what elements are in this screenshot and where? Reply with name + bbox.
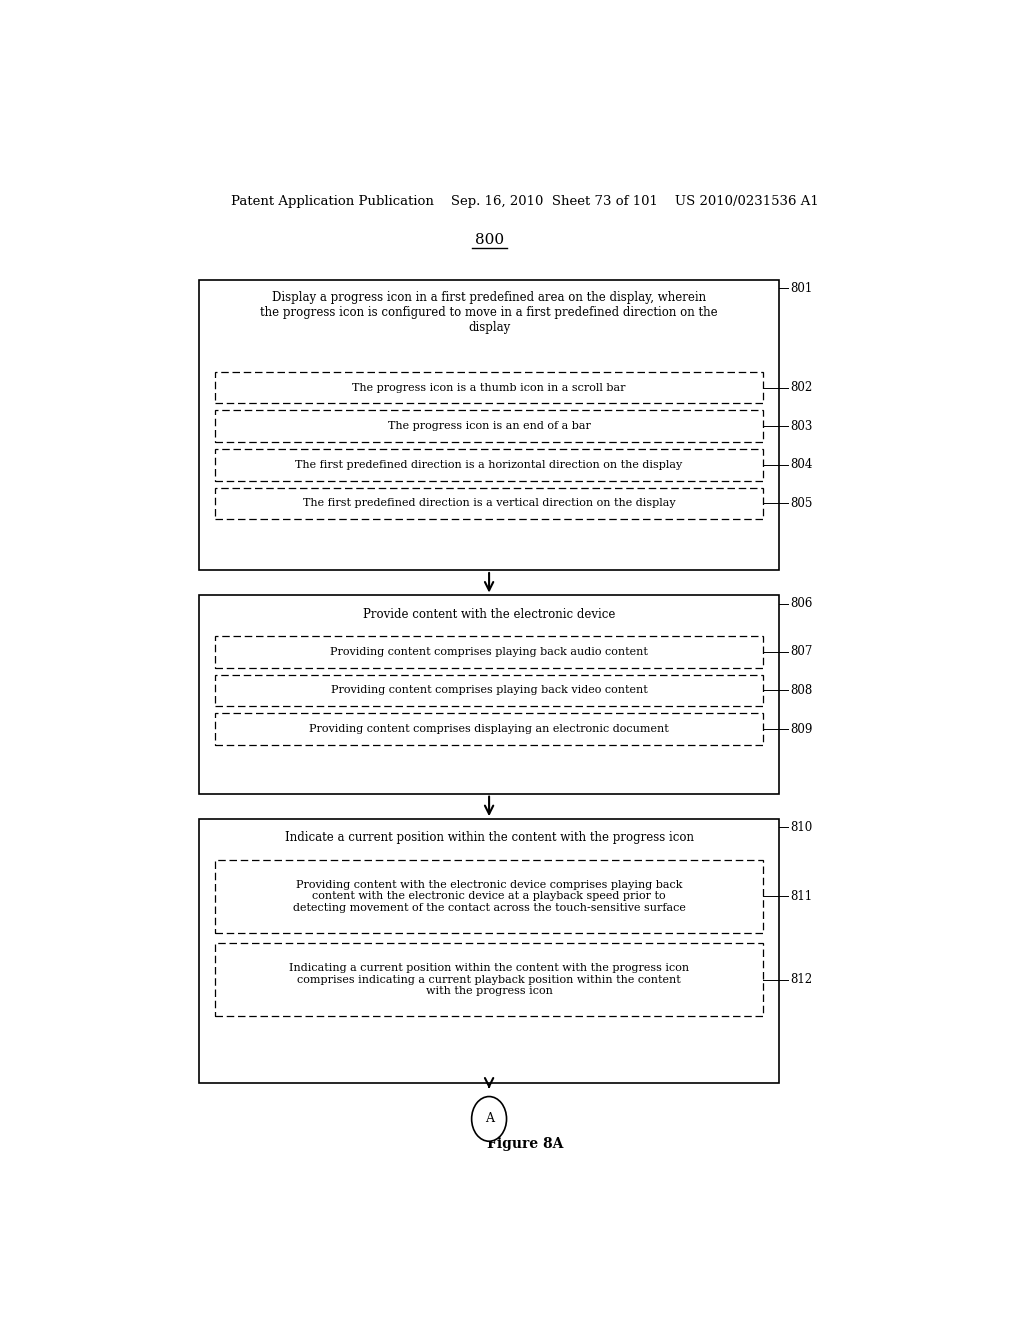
- Bar: [215, 487, 763, 519]
- Text: A: A: [484, 1113, 494, 1126]
- Text: 801: 801: [791, 282, 813, 294]
- Text: Display a progress icon in a first predefined area on the display, wherein
the p: Display a progress icon in a first prede…: [260, 290, 718, 334]
- Text: Providing content comprises displaying an electronic document: Providing content comprises displaying a…: [309, 725, 669, 734]
- Text: 812: 812: [791, 973, 813, 986]
- Text: Figure 8A: Figure 8A: [486, 1138, 563, 1151]
- Bar: [215, 675, 763, 706]
- Text: 800: 800: [474, 232, 504, 247]
- Circle shape: [472, 1097, 507, 1142]
- Text: 810: 810: [791, 821, 813, 834]
- Text: The progress icon is a thumb icon in a scroll bar: The progress icon is a thumb icon in a s…: [352, 383, 626, 392]
- Text: Providing content with the electronic device comprises playing back
content with: Providing content with the electronic de…: [293, 879, 685, 913]
- Bar: [200, 280, 778, 570]
- Text: 804: 804: [791, 458, 813, 471]
- Text: 808: 808: [791, 684, 813, 697]
- Text: Indicating a current position within the content with the progress icon
comprise: Indicating a current position within the…: [289, 964, 689, 997]
- Bar: [215, 942, 763, 1016]
- Text: Indicate a current position within the content with the progress icon: Indicate a current position within the c…: [285, 832, 693, 845]
- Text: 802: 802: [791, 381, 813, 395]
- Text: 805: 805: [791, 496, 813, 510]
- Text: Providing content comprises playing back video content: Providing content comprises playing back…: [331, 685, 647, 696]
- Bar: [200, 595, 778, 793]
- Bar: [215, 713, 763, 744]
- Bar: [215, 449, 763, 480]
- Text: 803: 803: [791, 420, 813, 433]
- Bar: [215, 411, 763, 442]
- Text: The first predefined direction is a horizontal direction on the display: The first predefined direction is a hori…: [296, 459, 683, 470]
- Text: Provide content with the electronic device: Provide content with the electronic devi…: [362, 607, 615, 620]
- Bar: [215, 372, 763, 404]
- Bar: [215, 859, 763, 933]
- Text: Providing content comprises playing back audio content: Providing content comprises playing back…: [330, 647, 648, 657]
- Text: The first predefined direction is a vertical direction on the display: The first predefined direction is a vert…: [303, 499, 676, 508]
- Bar: [200, 818, 778, 1084]
- Text: 809: 809: [791, 722, 813, 735]
- Bar: [215, 636, 763, 668]
- Text: 806: 806: [791, 597, 813, 610]
- Text: 807: 807: [791, 645, 813, 659]
- Text: 811: 811: [791, 890, 813, 903]
- Text: The progress icon is an end of a bar: The progress icon is an end of a bar: [388, 421, 591, 432]
- Text: Patent Application Publication    Sep. 16, 2010  Sheet 73 of 101    US 2010/0231: Patent Application Publication Sep. 16, …: [231, 194, 818, 207]
